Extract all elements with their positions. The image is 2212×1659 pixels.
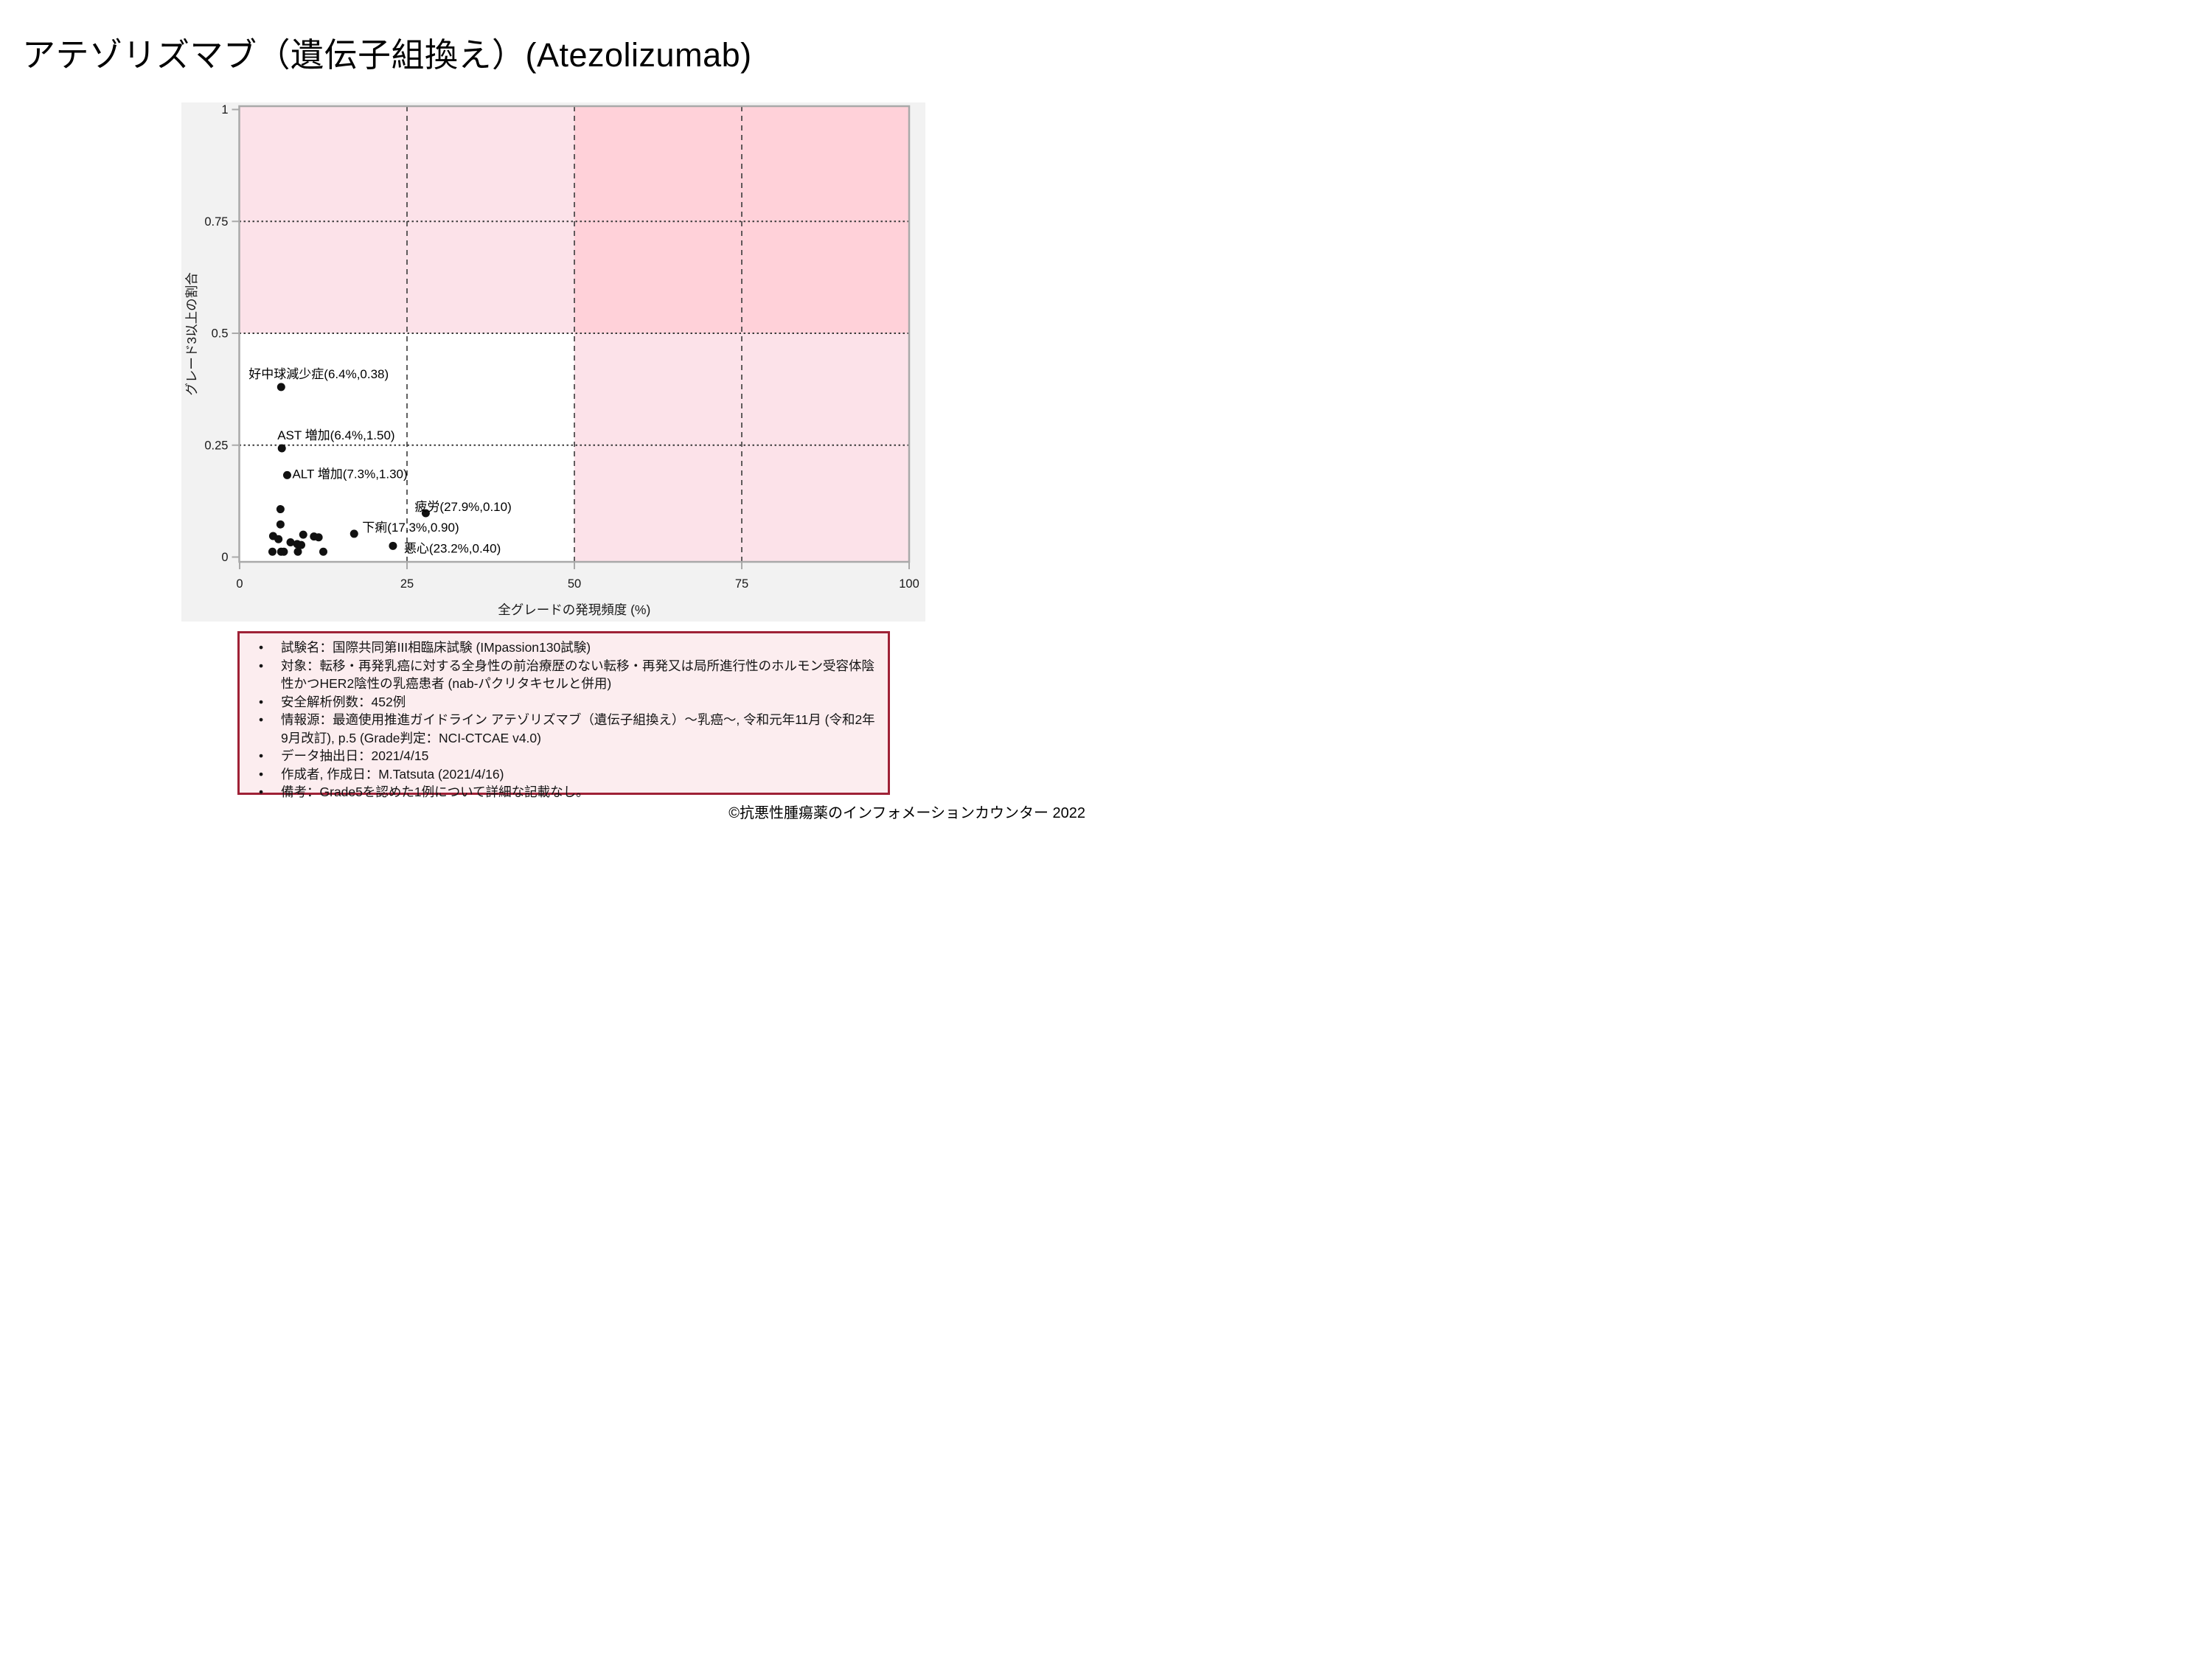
copyright-text: ©抗悪性腫瘍薬のインフォメーションカウンター 2022: [728, 805, 1085, 821]
x-tick-label: 75: [735, 577, 748, 591]
data-point-labeled: [277, 444, 286, 453]
data-point-label: AST 増加(6.4%,1.50): [277, 428, 394, 442]
info-bullet: 試験名：国際共同第III相臨床試験 (IMpassion130試験): [240, 639, 877, 657]
y-tick-label: 0.5: [212, 327, 229, 341]
x-tick-label: 50: [568, 577, 581, 591]
x-tick-label: 100: [899, 577, 919, 591]
info-bullet: データ抽出日：2021/4/15: [240, 747, 877, 765]
y-tick-label: 0.25: [204, 439, 228, 452]
data-point: [276, 520, 285, 529]
data-point: [297, 540, 306, 549]
info-bullet: 備考：Grade5を認めた1例について詳細な記載なし。: [240, 783, 877, 801]
data-point-labeled: [282, 470, 291, 479]
info-box: 試験名：国際共同第III相臨床試験 (IMpassion130試験)対象：転移・…: [237, 631, 890, 801]
data-point-label: 下痢(17.3%,0.90): [362, 521, 459, 535]
data-point: [299, 530, 307, 539]
data-point: [319, 547, 327, 556]
risk-region-upper-right-high: [574, 106, 909, 333]
data-point: [276, 505, 285, 514]
y-axis-title: グレード3以上の割合: [184, 272, 199, 395]
info-bullet: 対象：転移・再発乳癌に対する全身性の前治療歴のない転移・再発又は局所進行性のホル…: [240, 657, 877, 693]
info-bullet-list: 試験名：国際共同第III相臨床試験 (IMpassion130試験)対象：転移・…: [240, 639, 877, 801]
data-point: [279, 547, 288, 556]
y-tick-label: 1: [221, 103, 228, 116]
scatter-chart: 0 25 50 75 100 0 0.25 0.5 0.75 1 全グレードの発現頻度 (%) グレー…: [184, 103, 919, 617]
y-tick-label: 0: [221, 551, 228, 564]
x-axis-title: 全グレードの発現頻度 (%): [498, 602, 650, 617]
x-tick-label: 0: [236, 577, 243, 591]
info-bullet: 情報源：最適使用推進ガイドライン アテゾリズマブ（遺伝子組換え）～乳癌～, 令和…: [240, 711, 877, 747]
data-point: [274, 535, 283, 543]
data-point: [286, 538, 295, 546]
data-point: [268, 547, 276, 556]
risk-region-upper-left-moderate: [239, 106, 574, 333]
data-point-label: 好中球減少症(6.4%,0.38): [248, 367, 389, 381]
data-point: [314, 533, 323, 542]
chart-figure: 0 25 50 75 100 0 0.25 0.5 0.75 1 全グレードの発現頻度 (%) グレー…: [181, 102, 925, 622]
data-point-labeled: [421, 509, 430, 518]
y-tick-label: 0.75: [204, 215, 228, 229]
data-point-label: ALT 増加(7.3%,1.30): [292, 467, 407, 481]
data-point-labeled: [349, 529, 358, 538]
data-point: [293, 547, 302, 556]
page-title: アテゾリズマブ（遺伝子組換え）(Atezolizumab): [22, 36, 752, 74]
data-point-label: 疲労(27.9%,0.10): [414, 500, 511, 514]
info-bullet: 安全解析例数：452例: [240, 693, 877, 712]
slide-page: アテゾリズマブ（遺伝子組換え）(Atezolizumab) 0 25 50 75 100…: [0, 0, 1106, 830]
risk-region-lower-right-moderate: [574, 333, 909, 562]
data-point-label: 悪心(23.2%,0.40): [404, 541, 501, 555]
data-point-labeled: [389, 541, 397, 550]
x-tick-label: 25: [400, 577, 414, 591]
info-bullet: 作成者, 作成日：M.Tatsuta (2021/4/16): [240, 765, 877, 784]
data-point-labeled: [276, 383, 285, 392]
